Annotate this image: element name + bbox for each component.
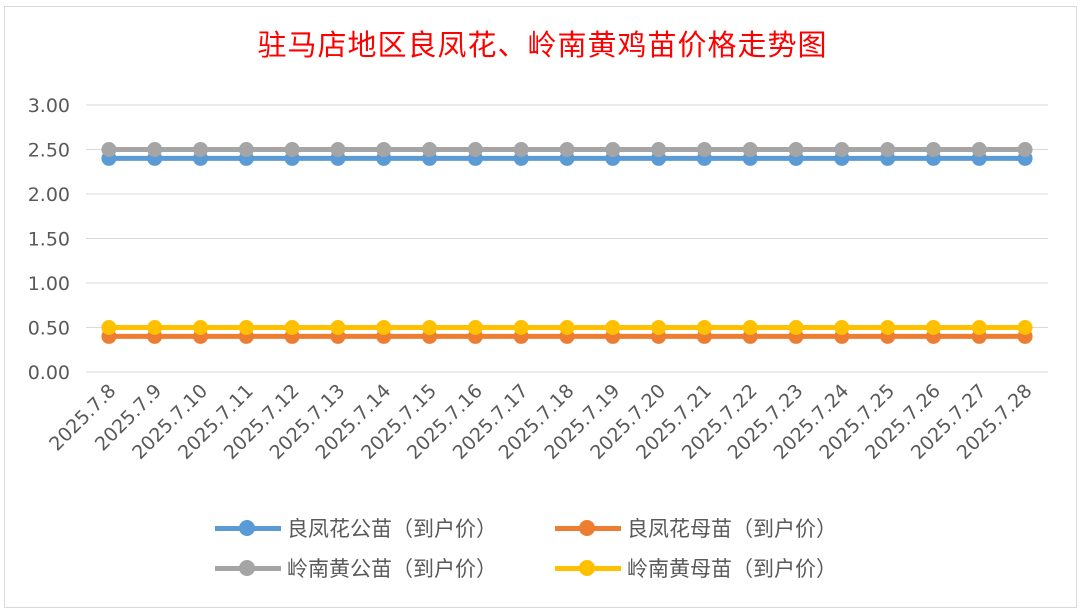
- y-tick-label: 0.50: [28, 318, 70, 340]
- y-tick-label: 2.00: [28, 184, 70, 206]
- data-point-series-2: [605, 142, 621, 157]
- data-point-series-2: [880, 142, 896, 157]
- legend-item-series-2[interactable]: 岭南黄公苗（到户价）: [215, 550, 497, 586]
- legend-item-series-3[interactable]: 岭南黄母苗（到户价）: [555, 550, 837, 586]
- data-point-series-2: [422, 142, 438, 157]
- data-point-series-2: [513, 142, 529, 157]
- data-point-series-2: [651, 142, 667, 157]
- legend-marker: [215, 558, 281, 578]
- data-point-series-3: [880, 320, 896, 335]
- data-point-series-3: [925, 320, 941, 335]
- legend-label: 岭南黄母苗（到户价）: [627, 557, 837, 581]
- data-point-series-2: [834, 142, 850, 157]
- data-point-series-3: [971, 320, 987, 335]
- data-point-series-3: [238, 320, 254, 335]
- data-point-series-2: [1017, 142, 1033, 157]
- y-tick-label: 2.50: [28, 140, 70, 162]
- data-point-series-2: [147, 142, 163, 157]
- data-point-series-3: [696, 320, 712, 335]
- data-point-series-3: [605, 320, 621, 335]
- legend-marker: [555, 518, 621, 538]
- legend-label: 岭南黄公苗（到户价）: [287, 557, 497, 581]
- legend-item-series-1[interactable]: 良凤花母苗（到户价）: [555, 510, 837, 546]
- y-tick-label: 0.00: [28, 362, 70, 384]
- data-point-series-3: [193, 320, 209, 335]
- legend-marker: [555, 558, 621, 578]
- y-tick-label: 1.50: [28, 229, 70, 251]
- data-point-series-2: [376, 142, 392, 157]
- data-point-series-2: [696, 142, 712, 157]
- data-point-series-3: [330, 320, 346, 335]
- legend-label: 良凤花母苗（到户价）: [627, 517, 837, 541]
- data-point-series-3: [467, 320, 483, 335]
- data-point-series-2: [742, 142, 758, 157]
- data-point-series-2: [193, 142, 209, 157]
- data-point-series-3: [834, 320, 850, 335]
- data-point-series-2: [101, 142, 117, 157]
- legend-item-series-0[interactable]: 良凤花公苗（到户价）: [215, 510, 497, 546]
- legend-label: 良凤花公苗（到户价）: [287, 517, 497, 541]
- y-tick-label: 1.00: [28, 273, 70, 295]
- data-point-series-3: [788, 320, 804, 335]
- data-point-series-3: [742, 320, 758, 335]
- y-tick-label: 3.00: [28, 95, 70, 117]
- data-point-series-2: [467, 142, 483, 157]
- data-point-series-2: [559, 142, 575, 157]
- data-point-series-2: [925, 142, 941, 157]
- legend-marker: [215, 518, 281, 538]
- data-point-series-3: [651, 320, 667, 335]
- data-point-series-3: [559, 320, 575, 335]
- data-point-series-2: [330, 142, 346, 157]
- data-point-series-3: [101, 320, 117, 335]
- data-point-series-3: [376, 320, 392, 335]
- chart-title: 驻马店地区良凤花、岭南黄鸡苗价格走势图: [257, 28, 828, 62]
- data-point-series-2: [238, 142, 254, 157]
- data-point-series-3: [147, 320, 163, 335]
- data-point-series-3: [513, 320, 529, 335]
- chart-frame: [4, 6, 1077, 608]
- data-point-series-2: [284, 142, 300, 157]
- data-point-series-2: [788, 142, 804, 157]
- data-point-series-3: [284, 320, 300, 335]
- data-point-series-3: [1017, 320, 1033, 335]
- data-point-series-2: [971, 142, 987, 157]
- data-point-series-3: [422, 320, 438, 335]
